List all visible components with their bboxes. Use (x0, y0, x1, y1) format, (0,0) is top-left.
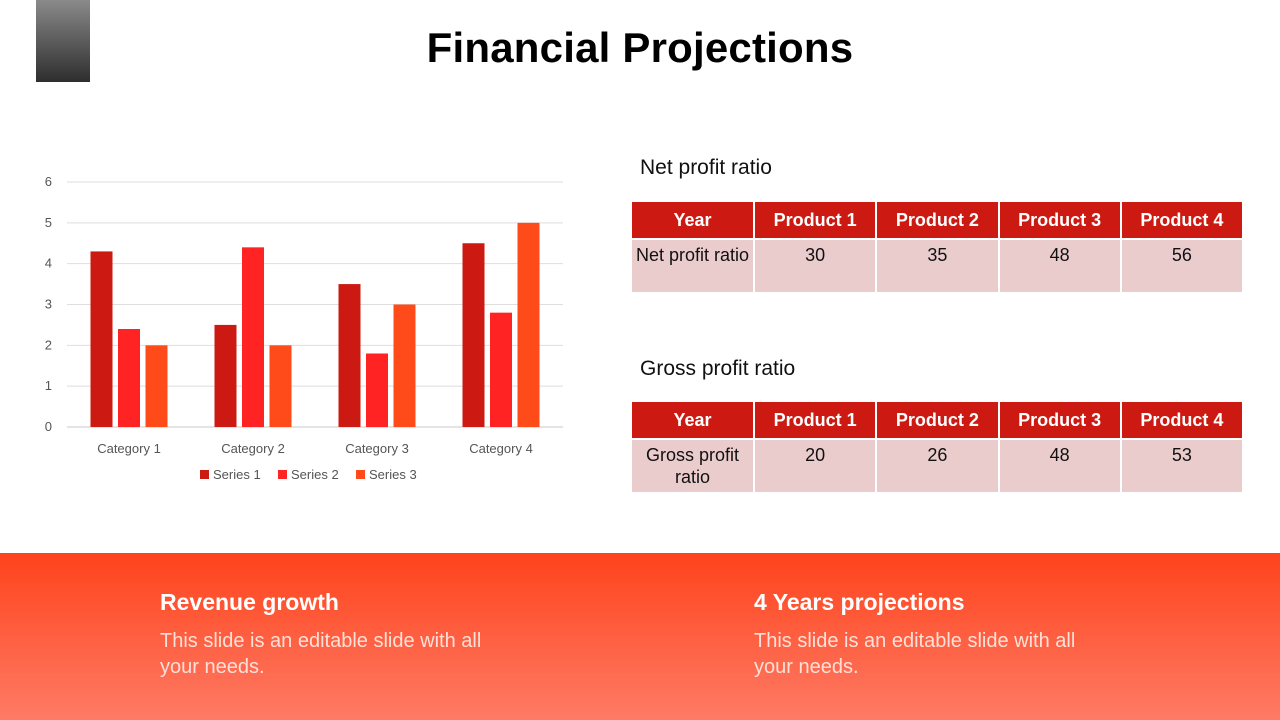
table-header-cell: Product 4 (1119, 200, 1245, 240)
gross-profit-heading: Gross profit ratio (640, 357, 796, 380)
footer-band: Revenue growth This slide is an editable… (0, 553, 1280, 720)
net-profit-table: Year Product 1 Product 2 Product 3 Produ… (630, 200, 1245, 294)
bar-series-3 (517, 222, 540, 427)
table-header-cell: Product 3 (997, 400, 1122, 440)
footer-left-text: This slide is an editable slide with all… (160, 630, 482, 678)
y-tick-label: 1 (45, 378, 52, 393)
legend-swatch (200, 470, 209, 479)
table-header-cell: Product 1 (752, 200, 878, 240)
x-tick-label: Category 2 (221, 441, 285, 456)
gross-profit-table: Year Product 1 Product 2 Product 3 Produ… (630, 400, 1245, 494)
bar-series-2 (366, 353, 388, 427)
bar-series-2 (118, 329, 140, 427)
table-row: Gross profit ratio 20 26 48 53 (630, 438, 1245, 494)
net-profit-heading: Net profit ratio (640, 156, 772, 179)
legend-swatch (278, 470, 287, 479)
table-cell: Net profit ratio (630, 238, 755, 294)
table-header-cell: Product 2 (875, 400, 1000, 440)
table-header-cell: Product 3 (997, 200, 1122, 240)
bar-series-1 (90, 251, 113, 427)
bar-series-2 (242, 247, 264, 427)
table-cell: Gross profit ratio (630, 438, 755, 494)
footer-right-title: 4 Years projections (754, 589, 965, 615)
x-tick-label: Category 1 (97, 441, 161, 456)
bar-series-3 (145, 345, 168, 427)
x-tick-label: Category 3 (345, 441, 409, 456)
corner-accent-block (36, 0, 90, 82)
footer-left-block: Revenue growth This slide is an editable… (160, 589, 520, 680)
table-header-cell: Product 2 (875, 200, 1000, 240)
table-cell: 26 (875, 438, 1000, 494)
y-tick-label: 2 (45, 337, 52, 352)
y-tick-label: 5 (45, 215, 52, 230)
slide-title: Financial Projections (426, 24, 854, 71)
table-row: Net profit ratio 30 35 48 56 (630, 238, 1245, 294)
table-header-cell: Year (630, 200, 755, 240)
legend-label: Series 1 (213, 467, 261, 482)
y-tick-label: 4 (45, 256, 52, 271)
table-cell: 30 (752, 238, 878, 294)
bar-series-3 (269, 345, 292, 427)
y-tick-label: 3 (45, 297, 52, 312)
footer-right-text: This slide is an editable slide with all… (754, 630, 1076, 678)
table-header-row: Year Product 1 Product 2 Product 3 Produ… (630, 200, 1245, 240)
table-header-cell: Product 1 (752, 400, 878, 440)
bar-series-3 (393, 304, 416, 427)
table-header-row: Year Product 1 Product 2 Product 3 Produ… (630, 400, 1245, 440)
bar-series-1 (462, 243, 485, 427)
table-cell: 20 (752, 438, 878, 494)
y-tick-label: 0 (45, 419, 52, 434)
legend-swatch (356, 470, 365, 479)
bar-series-1 (214, 324, 237, 427)
table-cell: 48 (997, 438, 1122, 494)
table-header-cell: Product 4 (1119, 400, 1245, 440)
legend-label: Series 3 (369, 467, 417, 482)
x-tick-label: Category 4 (469, 441, 533, 456)
table-cell: 56 (1119, 238, 1245, 294)
table-cell: 48 (997, 238, 1122, 294)
y-tick-label: 6 (45, 174, 52, 189)
table-header-cell: Year (630, 400, 755, 440)
footer-left-title: Revenue growth (160, 589, 339, 615)
legend-label: Series 2 (291, 467, 339, 482)
table-cell: 35 (875, 238, 1000, 294)
bar-series-1 (338, 284, 361, 427)
table-cell: 53 (1119, 438, 1245, 494)
footer-right-block: 4 Years projections This slide is an edi… (754, 589, 1114, 680)
bar-chart: 0 1 2 3 4 5 6 Category 1 Category 2 Category 3 Cat… (45, 174, 563, 482)
bar-series-2 (490, 312, 512, 427)
